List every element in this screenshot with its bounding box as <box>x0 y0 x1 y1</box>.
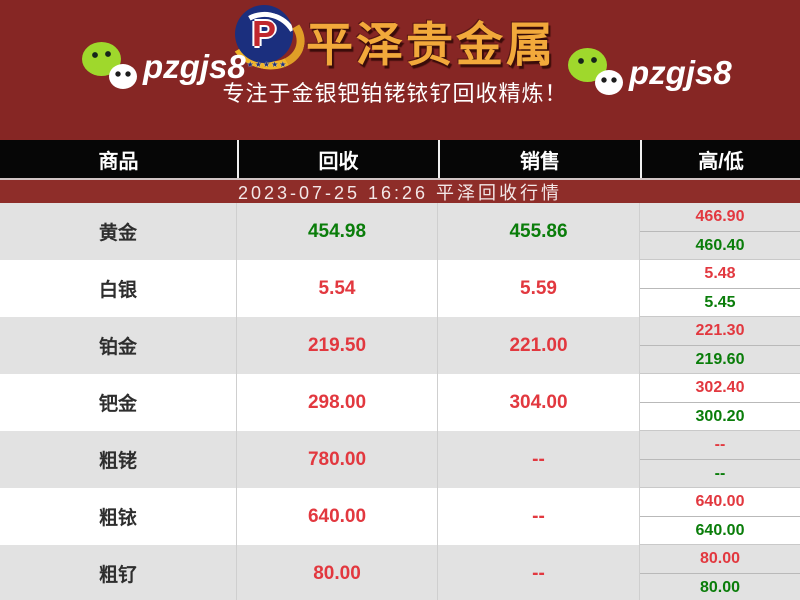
low-price: 219.60 <box>640 346 800 374</box>
high-low-cell: -- -- <box>640 431 800 488</box>
logo-letter: P <box>251 13 276 54</box>
wechat-bubble-small <box>109 64 137 89</box>
sell-price: -- <box>438 488 640 545</box>
col-header-commodity: 商品 <box>98 150 139 173</box>
low-price: 300.20 <box>640 403 800 431</box>
table-row-crude-rhodium: 粗铑 780.00 -- -- -- <box>0 431 800 488</box>
wechat-bubble-small <box>595 70 623 95</box>
brand-title: 平泽贵金属 <box>306 18 556 71</box>
high-low-cell: 466.90 460.40 <box>640 203 800 260</box>
wechat-id-right: pzgjs8 <box>629 53 732 91</box>
high-price: 640.00 <box>640 488 800 517</box>
high-price: 80.00 <box>640 545 800 574</box>
high-low-cell: 640.00 640.00 <box>640 488 800 545</box>
sell-price: 455.86 <box>438 203 640 260</box>
table-row-crude-iridium: 粗铱 640.00 -- 640.00 640.00 <box>0 488 800 545</box>
commodity-name: 粗钌 <box>0 545 237 600</box>
recycle-price: 5.54 <box>237 260 438 317</box>
brand-logo: P ★★★★★ <box>222 0 312 78</box>
wechat-contact-right: pzgjs8 <box>568 48 732 97</box>
table-row-platinum: 铂金 219.50 221.00 221.30 219.60 <box>0 317 800 374</box>
wechat-contact-left: pzgjs8 <box>82 42 246 91</box>
low-price: -- <box>640 460 800 488</box>
high-low-cell: 302.40 300.20 <box>640 374 800 431</box>
high-low-cell: 5.48 5.45 <box>640 260 800 317</box>
brand-header: P ★★★★★ 平泽贵金属 pzgjs8 pzgjs8 专注于金银钯铂铑铱钌回收… <box>0 0 800 140</box>
recycle-price: 640.00 <box>237 488 438 545</box>
wechat-icon <box>82 42 140 91</box>
commodity-name: 黄金 <box>0 203 237 260</box>
stars-icon: ★★★★★ <box>246 60 288 69</box>
recycle-price: 80.00 <box>237 545 438 600</box>
high-price: -- <box>640 431 800 460</box>
table-row-palladium: 钯金 298.00 304.00 302.40 300.20 <box>0 374 800 431</box>
col-header-sell: 销售 <box>438 140 640 178</box>
high-price: 466.90 <box>640 203 800 232</box>
logo-disc: P <box>235 5 293 63</box>
commodity-name: 铂金 <box>0 317 237 374</box>
low-price: 5.45 <box>640 289 800 317</box>
low-price: 640.00 <box>640 517 800 545</box>
recycle-price: 780.00 <box>237 431 438 488</box>
high-price: 221.30 <box>640 317 800 346</box>
wechat-id-left: pzgjs8 <box>143 47 246 85</box>
low-price: 460.40 <box>640 232 800 260</box>
sell-price: 304.00 <box>438 374 640 431</box>
recycle-price: 454.98 <box>237 203 438 260</box>
col-header-recycle: 回收 <box>237 140 438 178</box>
commodity-name: 白银 <box>0 260 237 317</box>
commodity-name: 粗铑 <box>0 431 237 488</box>
quote-time-banner: 2023-07-25 16:26 平泽回收行情 <box>0 178 800 203</box>
col-header-high-low: 高/低 <box>640 140 800 178</box>
wechat-bubble-large <box>568 48 607 82</box>
high-price: 302.40 <box>640 374 800 403</box>
table-row-silver: 白银 5.54 5.59 5.48 5.45 <box>0 260 800 317</box>
sell-price: 5.59 <box>438 260 640 317</box>
high-low-cell: 221.30 219.60 <box>640 317 800 374</box>
price-table-body: 黄金 454.98 455.86 466.90 460.40 白银 5.54 5… <box>0 203 800 600</box>
sell-price: -- <box>438 431 640 488</box>
table-row-crude-ruthenium: 粗钌 80.00 -- 80.00 80.00 <box>0 545 800 600</box>
table-row-gold: 黄金 454.98 455.86 466.90 460.40 <box>0 203 800 260</box>
commodity-name: 钯金 <box>0 374 237 431</box>
sell-price: 221.00 <box>438 317 640 374</box>
wechat-icon <box>568 48 626 97</box>
table-header: 商品 回收 销售 高/低 <box>0 140 800 178</box>
tagline: 专注于金银钯铂铑铱钌回收精炼！ <box>222 81 568 106</box>
high-low-cell: 80.00 80.00 <box>640 545 800 600</box>
commodity-name: 粗铱 <box>0 488 237 545</box>
sell-price: -- <box>438 545 640 600</box>
low-price: 80.00 <box>640 574 800 600</box>
recycle-price: 298.00 <box>237 374 438 431</box>
high-price: 5.48 <box>640 260 800 289</box>
recycle-price: 219.50 <box>237 317 438 374</box>
